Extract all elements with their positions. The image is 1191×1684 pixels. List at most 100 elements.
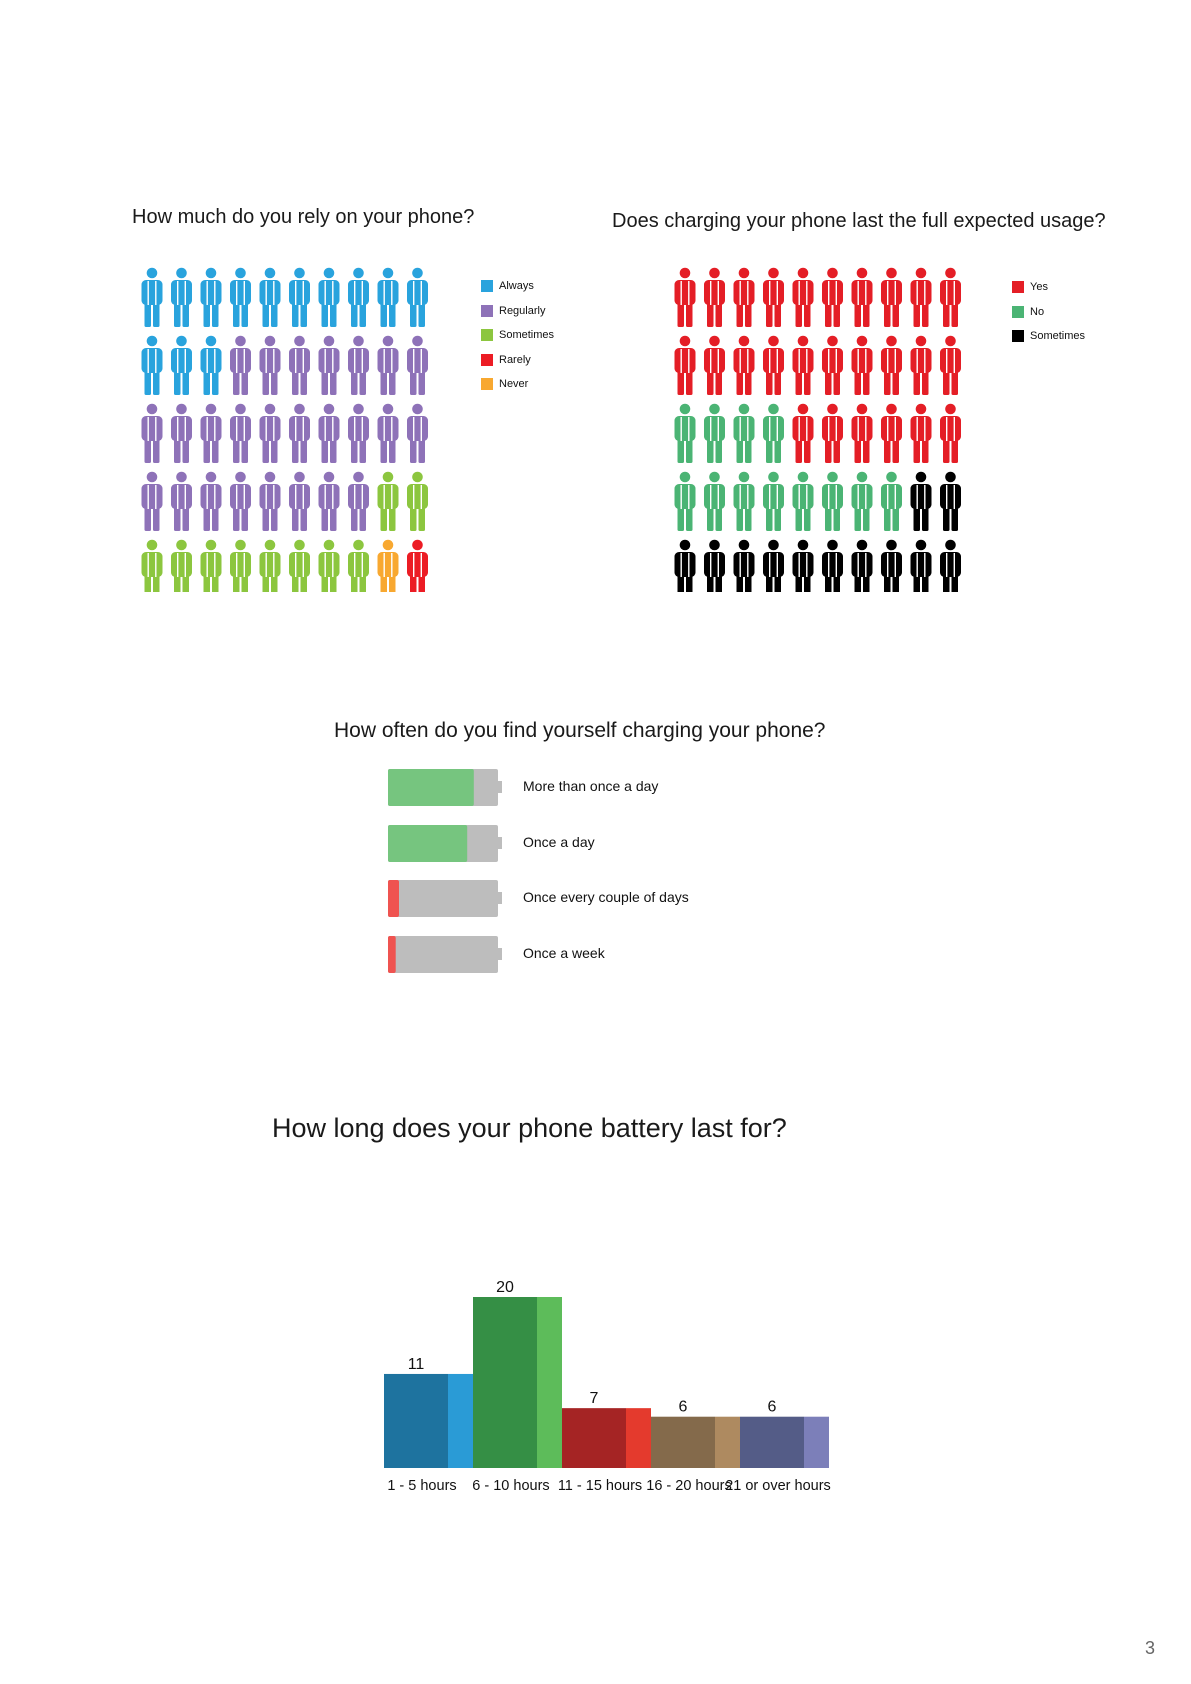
person-icon (881, 267, 902, 327)
bar-value-label: 11 (408, 1356, 425, 1373)
charging-last-legend: Yes No Sometimes (1012, 275, 1085, 349)
person-icon (318, 539, 340, 592)
bar-category-label: 1 - 5 hours (387, 1478, 456, 1494)
person-icon (318, 403, 340, 463)
person-icon (674, 403, 696, 463)
rely-legend: Always Regularly Sometimes Rarely Never (481, 274, 554, 397)
person-icon (910, 267, 932, 327)
legend-label: Yes (1030, 281, 1048, 294)
rely-pictograph (141, 267, 428, 592)
person-icon (940, 335, 961, 395)
person-icon (407, 539, 428, 592)
person-icon (200, 471, 222, 531)
legend-item: Sometimes (481, 323, 554, 348)
person-icon (822, 471, 843, 531)
person-icon (318, 471, 340, 531)
person-icon (348, 267, 369, 327)
person-icon (141, 539, 163, 592)
bar-value-label: 6 (679, 1399, 688, 1416)
bar-category-label: 6 - 10 hours (472, 1478, 549, 1494)
person-icon (910, 335, 932, 395)
battery-icon (388, 936, 502, 973)
person-icon (704, 539, 725, 592)
battery-row: Once a day (388, 824, 868, 864)
person-icon (763, 471, 784, 531)
legend-swatch (481, 329, 493, 342)
legend-swatch (1012, 305, 1024, 318)
person-icon (171, 539, 192, 592)
person-icon (674, 539, 696, 592)
battery-row: Once a week (388, 935, 868, 975)
person-icon (200, 335, 222, 395)
person-icon (377, 335, 399, 395)
bar-category-label: 21 or over hours (725, 1478, 831, 1494)
person-icon (377, 403, 399, 463)
person-icon (171, 471, 192, 531)
legend-item: Rarely (481, 348, 554, 373)
person-icon (763, 403, 784, 463)
person-icon (792, 471, 814, 531)
person-icon (289, 539, 310, 592)
person-icon (704, 267, 725, 327)
person-icon (289, 335, 310, 395)
person-icon (792, 335, 814, 395)
person-icon (792, 539, 814, 592)
person-icon (940, 539, 961, 592)
person-icon (377, 267, 399, 327)
legend-item: Regularly (481, 299, 554, 324)
person-icon (141, 335, 163, 395)
battery-label: More than once a day (523, 778, 659, 794)
person-icon (289, 403, 310, 463)
person-icon (851, 471, 873, 531)
person-icon (259, 471, 281, 531)
person-icon (674, 335, 696, 395)
person-icon (348, 539, 369, 592)
legend-swatch (481, 378, 493, 391)
person-icon (289, 471, 310, 531)
person-icon (763, 267, 784, 327)
person-icon (407, 471, 428, 531)
person-icon (851, 403, 873, 463)
person-icon (171, 335, 192, 395)
page-number: 3 (1145, 1638, 1156, 1658)
person-icon (733, 335, 755, 395)
person-icon (733, 471, 755, 531)
person-icon (230, 403, 251, 463)
bar-value-label: 20 (496, 1279, 514, 1296)
person-icon (792, 267, 814, 327)
person-icon (940, 403, 961, 463)
bar-category-label: 16 - 20 hours (646, 1478, 731, 1494)
person-icon (348, 335, 369, 395)
bar-category-label: 11 - 15 hours (558, 1478, 642, 1494)
battery-label: Once every couple of days (523, 889, 689, 905)
person-icon (674, 267, 696, 327)
person-icon (318, 267, 340, 327)
legend-label: Sometimes (1030, 330, 1086, 343)
bar (740, 1416, 829, 1468)
person-icon (141, 403, 163, 463)
person-icon (851, 335, 873, 395)
person-icon (230, 335, 251, 395)
legend-label: No (1030, 305, 1045, 318)
battery-fill (388, 880, 399, 917)
person-icon (230, 471, 251, 531)
bar (562, 1408, 651, 1468)
person-icon (200, 267, 222, 327)
person-icon (200, 403, 222, 463)
person-icon (733, 403, 755, 463)
person-icon (230, 267, 251, 327)
bar (384, 1373, 473, 1468)
legend-label: Always (499, 280, 534, 293)
person-icon (851, 267, 873, 327)
person-icon (348, 471, 369, 531)
bar-value-label: 7 (590, 1390, 599, 1407)
person-icon (881, 471, 902, 531)
battery-label: Once a week (523, 945, 605, 961)
person-icon (733, 539, 755, 592)
battery-icon (388, 880, 502, 917)
legend-item: Yes (1012, 275, 1085, 300)
person-icon (259, 539, 281, 592)
person-icon (259, 403, 281, 463)
person-icon (822, 335, 843, 395)
battery-fill (388, 825, 468, 862)
